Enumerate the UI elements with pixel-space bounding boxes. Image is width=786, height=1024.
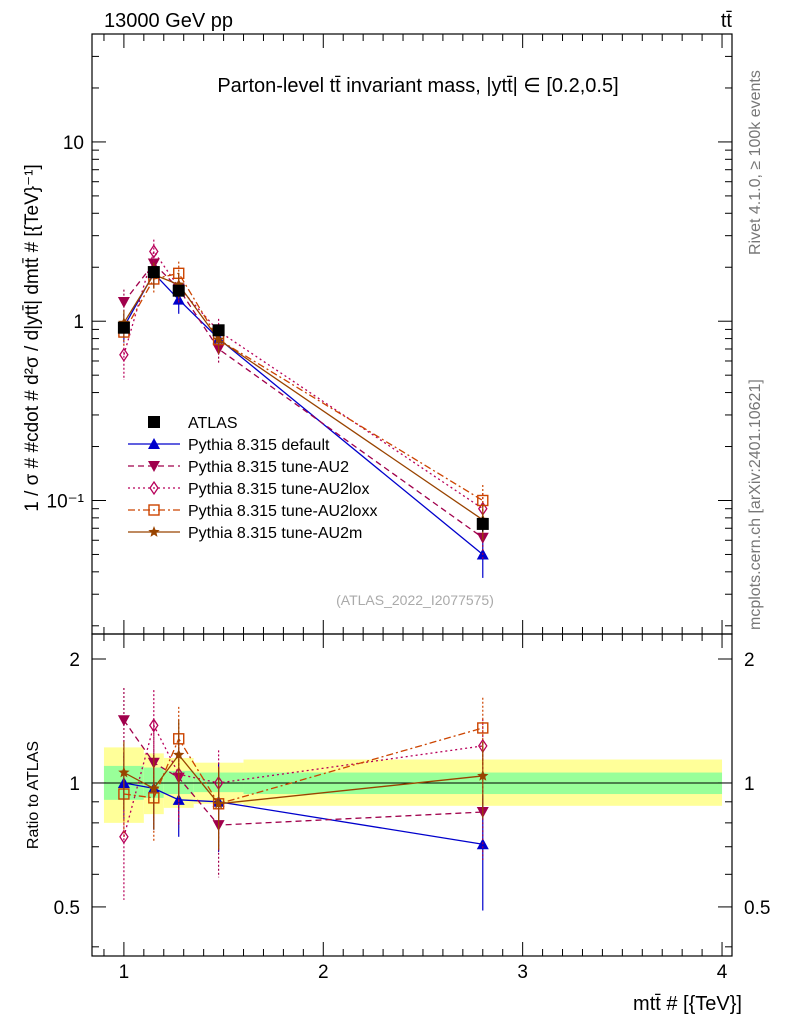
data-point-ATLAS bbox=[476, 517, 489, 530]
main-axis-ticks: 10⁻¹ 1 10 bbox=[47, 33, 732, 634]
main-series-group bbox=[117, 239, 489, 578]
main-frame bbox=[91, 33, 733, 635]
data-point-ATLAS bbox=[147, 266, 160, 279]
ratio-y-tick-label-left: 1 bbox=[69, 774, 80, 795]
data-point-ATLAS bbox=[117, 321, 130, 334]
y-tick-label: 10 bbox=[63, 133, 84, 154]
ratio-point-AU2m bbox=[477, 769, 489, 781]
ratio-y-tick-label-left: 0.5 bbox=[54, 898, 80, 919]
y-tick-label: 10⁻¹ bbox=[47, 491, 85, 512]
legend-label-default: Pythia 8.315 default bbox=[188, 437, 330, 454]
legend: ATLAS Pythia 8.315 default Pythia 8.315 tu… bbox=[128, 415, 377, 542]
legend-label-AU2m: Pythia 8.315 tune-AU2m bbox=[188, 525, 362, 542]
main-y-axis-label: 1 / σ # #cdot # d²σ / d|ytt̄| dmtt̄ # [{… bbox=[22, 164, 43, 512]
process-label: tt̄ bbox=[721, 10, 733, 32]
ratio-y-tick-label-right: 1 bbox=[744, 774, 755, 795]
ratio-y-axis-label: Ratio to ATLAS bbox=[25, 741, 42, 849]
legend-marker-AU2 bbox=[148, 461, 160, 472]
legend-marker-AU2loxx bbox=[148, 504, 160, 516]
mcplots-label: mcplots.cern.ch [arXiv:2401.10621] bbox=[747, 379, 764, 630]
energy-label: 13000 GeV pp bbox=[104, 10, 233, 32]
data-point-AU2 bbox=[117, 296, 130, 308]
ratio-point-AU2m bbox=[148, 782, 160, 794]
ratio-point-AU2 bbox=[117, 715, 130, 727]
data-point-AU2lox bbox=[149, 244, 159, 259]
data-point-ATLAS bbox=[212, 324, 225, 337]
legend-label-AU2lox: Pythia 8.315 tune-AU2lox bbox=[188, 481, 369, 498]
series-ATLAS bbox=[117, 266, 489, 532]
x-tick-label: 1 bbox=[119, 962, 130, 983]
data-point-AU2m bbox=[212, 333, 225, 345]
y-tick-label: 1 bbox=[73, 312, 84, 333]
ratio-point-AU2m bbox=[118, 766, 130, 778]
ratio-y-tick-label-left: 2 bbox=[69, 650, 80, 671]
ratio-panel: 0.5 0.5 1 1 2 2 1 2 3 4 Ratio to ATLAS mtt̄ # [{T… bbox=[25, 633, 770, 1015]
ratio-y-tick-label-right: 0.5 bbox=[744, 898, 770, 919]
ratio-series-AU2m bbox=[118, 720, 489, 850]
ratio-y-tick-label-right: 2 bbox=[744, 650, 755, 671]
ratio-point-AU2lox bbox=[149, 718, 159, 733]
main-title: Parton-level tt̄ invariant mass, |ytt̄| … bbox=[217, 75, 618, 97]
main-panel: 10⁻¹ 1 10 Parton-level tt̄ invariant mass,… bbox=[22, 33, 733, 635]
ratio-series-group bbox=[117, 688, 489, 911]
legend-marker-ATLAS bbox=[148, 416, 160, 428]
x-axis-label: mtt̄ # [{TeV}] bbox=[633, 993, 742, 1015]
ratio-point-AU2m bbox=[212, 797, 225, 809]
ratio-frame bbox=[91, 633, 733, 957]
ratio-point-AU2loxx bbox=[477, 722, 489, 734]
ratio-axis-ticks: 0.5 0.5 1 1 2 2 1 2 3 4 bbox=[54, 634, 770, 983]
x-tick-label: 2 bbox=[318, 962, 329, 983]
ratio-point-AU2m bbox=[173, 748, 185, 760]
rivet-version-label: Rivet 4.1.0, ≥ 100k events bbox=[747, 70, 764, 255]
data-point-ATLAS bbox=[172, 284, 185, 297]
ratio-uncertainty-bands bbox=[103, 747, 723, 823]
analysis-id-annotation: (ATLAS_2022_I2077575) bbox=[336, 592, 494, 608]
legend-label-AU2loxx: Pythia 8.315 tune-AU2loxx bbox=[188, 503, 377, 520]
legend-marker-AU2lox bbox=[149, 480, 159, 496]
legend-label-AU2: Pythia 8.315 tune-AU2 bbox=[188, 459, 349, 476]
ratio-point-AU2lox bbox=[119, 829, 129, 844]
legend-marker-AU2m bbox=[148, 526, 160, 537]
legend-label-ATLAS: ATLAS bbox=[188, 415, 238, 432]
data-point-AU2lox bbox=[119, 347, 129, 362]
x-tick-label: 3 bbox=[517, 962, 528, 983]
x-tick-label: 4 bbox=[717, 962, 728, 983]
data-point-default bbox=[172, 293, 185, 305]
legend-marker-default bbox=[148, 438, 160, 449]
